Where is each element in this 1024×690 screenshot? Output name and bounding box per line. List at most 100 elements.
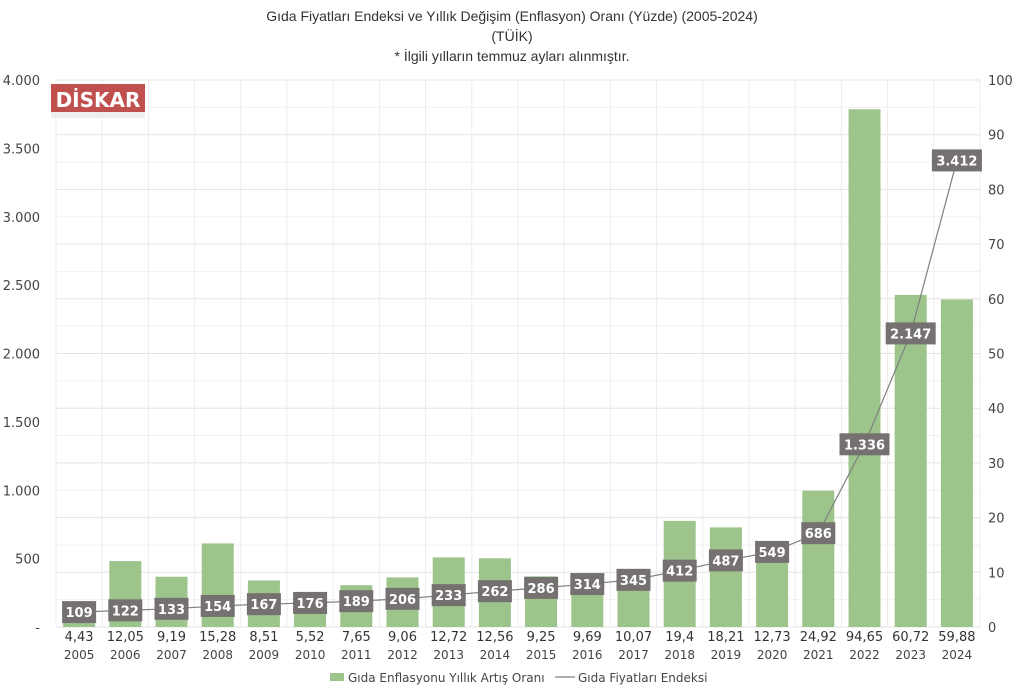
right-axis-tick: 80 <box>988 183 1005 198</box>
bar <box>894 294 927 627</box>
line-data-label: 3.412 <box>936 154 977 169</box>
line-label-box <box>246 593 281 616</box>
line-data-label: 176 <box>297 597 324 612</box>
logo-strip <box>51 112 145 118</box>
right-axis-tick: 10 <box>988 566 1005 581</box>
bar-data-label: 4,43 <box>65 630 94 645</box>
chart-title: Gıda Fiyatları Endeksi ve Yıllık Değişim… <box>266 8 758 24</box>
right-axis-tick: 30 <box>988 457 1005 472</box>
x-axis-tick: 2006 <box>110 648 141 662</box>
line-data-label: 286 <box>528 582 555 597</box>
left-axis-tick: 1.000 <box>3 484 40 499</box>
right-axis-tick: 20 <box>988 512 1005 527</box>
line-data-label: 314 <box>574 578 601 593</box>
line-label-box <box>62 601 97 624</box>
bar-data-label: 60,72 <box>892 630 929 645</box>
x-axis-tick: 2017 <box>618 648 649 662</box>
x-axis-tick: 2010 <box>295 648 326 662</box>
x-axis-tick: 2009 <box>249 648 280 662</box>
bar-data-label: 5,52 <box>296 630 325 645</box>
line-label-box <box>524 576 559 599</box>
x-axis-tick: 2018 <box>664 648 695 662</box>
right-axis-tick: 70 <box>988 238 1005 253</box>
line-label-box <box>931 149 982 172</box>
x-axis-tick: 2022 <box>849 648 880 662</box>
bar-data-label: 9,06 <box>388 630 417 645</box>
left-axis-tick: 3.000 <box>3 211 40 226</box>
line-data-label: 1.336 <box>844 438 885 453</box>
bar-data-label: 59,88 <box>938 630 975 645</box>
right-axis-tick: 100 <box>988 74 1013 89</box>
bar-data-label: 7,65 <box>342 630 371 645</box>
x-axis-tick: 2020 <box>757 648 788 662</box>
x-axis-tick: 2016 <box>572 648 603 662</box>
x-axis-tick: 2007 <box>156 648 187 662</box>
chart-note: * İlgili yılların temmuz ayları alınmışt… <box>394 48 630 64</box>
right-axis-tick: 60 <box>988 293 1005 308</box>
line-label-box <box>477 580 512 603</box>
line-data-label: 133 <box>158 603 185 618</box>
line-label-box <box>801 522 836 545</box>
line-label-box <box>885 322 936 345</box>
bar-data-label: 9,25 <box>527 630 556 645</box>
bar-data-label: 12,72 <box>430 630 467 645</box>
line-data-label: 686 <box>805 527 832 542</box>
x-axis-tick: 2013 <box>433 648 464 662</box>
x-axis-tick: 2023 <box>895 648 926 662</box>
line-label-box <box>154 597 189 620</box>
x-axis-tick: 2008 <box>202 648 233 662</box>
bar-data-label: 10,07 <box>615 630 652 645</box>
line-data-label: 2.147 <box>890 327 931 342</box>
line-data-label: 487 <box>712 554 739 569</box>
line-data-label: 412 <box>666 565 693 580</box>
left-axis-tick: 4.000 <box>3 74 40 89</box>
line-label-box <box>108 599 143 622</box>
bar <box>848 109 881 627</box>
left-axis-tick: 2.500 <box>3 279 40 294</box>
bar-data-label: 18,21 <box>707 630 744 645</box>
line-label-box <box>293 591 328 614</box>
right-axis-tick: 50 <box>988 348 1005 363</box>
x-axis-tick: 2024 <box>942 648 973 662</box>
line-data-label: 262 <box>481 585 508 600</box>
x-axis-tick: 2005 <box>64 648 95 662</box>
x-axis-tick: 2014 <box>480 648 511 662</box>
bar <box>756 557 789 627</box>
left-axis-tick: 500 <box>15 553 40 568</box>
bar-data-label: 19,4 <box>665 630 694 645</box>
line-label-box <box>200 594 235 617</box>
line-data-label: 206 <box>389 593 416 608</box>
right-axis-tick: 0 <box>988 621 996 636</box>
bar-data-label: 94,65 <box>846 630 883 645</box>
logo-text: DİSKAR <box>56 88 141 112</box>
line-data-label: 109 <box>66 606 93 621</box>
bar-data-label: 9,19 <box>157 630 186 645</box>
left-axis-tick: 3.500 <box>3 142 40 157</box>
bar-data-label: 9,69 <box>573 630 602 645</box>
bar-data-label: 24,92 <box>800 630 837 645</box>
legend-bar-swatch <box>330 673 344 681</box>
x-axis-tick: 2021 <box>803 648 834 662</box>
logo-box <box>51 84 145 112</box>
line-label-box <box>570 573 605 596</box>
line-label-box <box>708 549 743 572</box>
right-axis-tick: 40 <box>988 402 1005 417</box>
left-axis-tick: 1.500 <box>3 416 40 431</box>
line-label-box <box>339 590 374 613</box>
line-data-label: 233 <box>435 589 462 604</box>
line-data-label: 154 <box>204 600 231 615</box>
line-label-box <box>385 587 420 610</box>
bar-data-label: 12,56 <box>476 630 513 645</box>
legend-bar-label: Gıda Enflasyonu Yıllık Artış Oranı <box>348 671 545 685</box>
line-data-label: 549 <box>759 546 786 561</box>
x-axis-tick: 2019 <box>711 648 742 662</box>
chart-subtitle: (TÜİK) <box>491 28 533 44</box>
x-axis-tick: 2015 <box>526 648 557 662</box>
bar <box>940 299 973 627</box>
line-data-label: 167 <box>250 598 277 613</box>
left-axis-tick: 2.000 <box>3 348 40 363</box>
bar <box>709 527 742 627</box>
right-axis-tick: 90 <box>988 129 1005 144</box>
